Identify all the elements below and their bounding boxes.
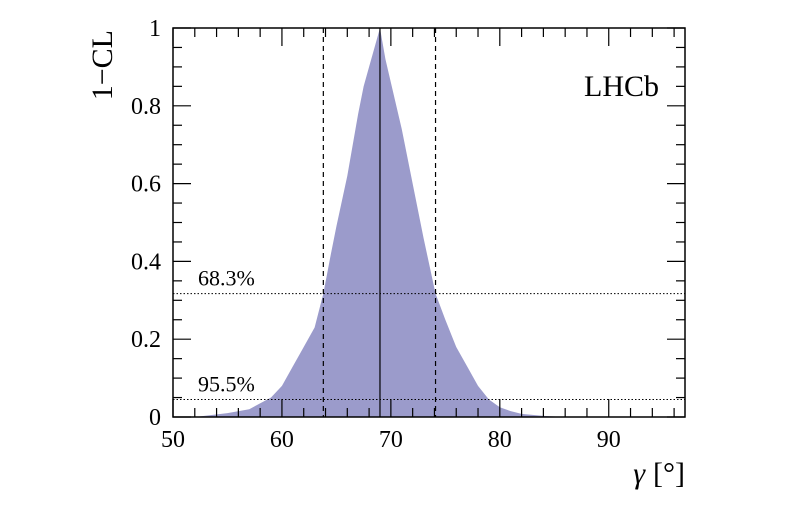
- experiment-label: LHCb: [584, 70, 659, 103]
- cl-label-1: 95.5%: [198, 371, 255, 396]
- y-axis-label: 1−CL: [86, 30, 119, 100]
- y-tick-label: 0.4: [131, 249, 161, 275]
- y-tick-label: 1: [149, 16, 161, 42]
- x-tick-label: 90: [597, 427, 621, 453]
- x-tick-label: 60: [270, 427, 294, 453]
- x-tick-label: 70: [379, 427, 403, 453]
- x-axis-symbol: γ: [633, 457, 646, 490]
- x-tick-label: 80: [488, 427, 512, 453]
- x-tick-label: 50: [161, 427, 185, 453]
- cl-label-0: 68.3%: [198, 266, 255, 291]
- y-tick-label: 0.8: [131, 94, 161, 120]
- y-tick-label: 0.6: [131, 172, 161, 198]
- y-tick-label: 0: [149, 405, 161, 431]
- x-axis-label: γ [°]: [633, 457, 685, 490]
- x-axis-unit: [°]: [653, 457, 685, 490]
- y-tick-label: 0.2: [131, 327, 161, 353]
